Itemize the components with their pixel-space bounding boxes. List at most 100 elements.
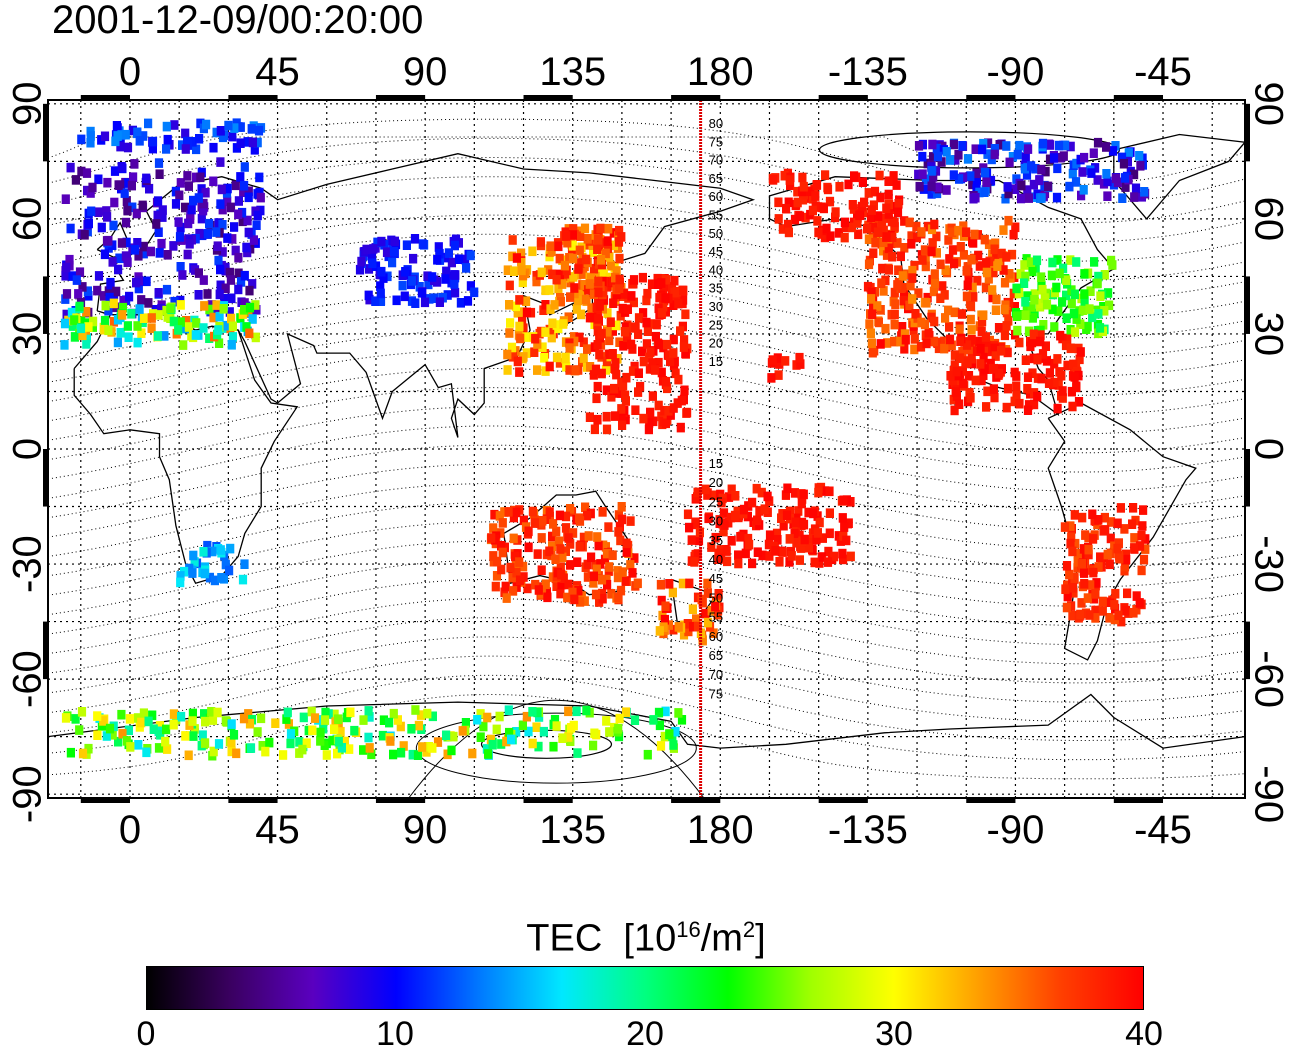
tec-cell	[242, 242, 251, 253]
tec-cell	[422, 747, 431, 757]
colorbar-label: TEC	[526, 917, 603, 960]
tec-cell	[61, 294, 70, 304]
tec-cell	[548, 541, 557, 551]
tec-cell	[1024, 144, 1033, 154]
tec-cell	[576, 231, 585, 241]
tec-cell	[723, 556, 732, 567]
tec-cell	[555, 358, 564, 368]
tec-cell	[512, 507, 521, 518]
right-axis-label: -90	[1246, 765, 1290, 823]
mag-lat-label-south: 20	[709, 475, 723, 490]
tec-cell	[203, 540, 212, 551]
tec-cell	[66, 747, 75, 758]
tec-cell	[382, 247, 392, 257]
tec-world-map: 8075706560555045403530252015152025303540…	[6, 50, 1291, 852]
tec-cell	[234, 209, 243, 220]
tec-cell	[771, 546, 780, 556]
tec-cell	[219, 304, 228, 314]
tec-cell	[231, 245, 240, 256]
tec-cell	[679, 285, 688, 296]
tec-cell	[149, 724, 158, 734]
tec-cell	[548, 531, 557, 542]
tec-cell	[1139, 554, 1149, 565]
tec-cell	[605, 335, 614, 346]
tec-cell	[1103, 549, 1112, 560]
mag-lat-label-north: 70	[709, 153, 723, 168]
tec-cell	[534, 585, 543, 595]
tec-cell	[550, 300, 559, 310]
tec-cell	[516, 333, 525, 344]
tec-cell	[169, 709, 178, 719]
tec-cell	[918, 151, 927, 162]
tec-cell	[187, 331, 196, 341]
tec-cell	[662, 275, 671, 285]
tec-cell	[537, 533, 546, 543]
tec-cell	[1140, 187, 1149, 197]
tec-cell	[669, 348, 678, 358]
tec-cell	[117, 238, 126, 248]
tec-cell	[994, 323, 1004, 333]
tec-cell	[137, 717, 146, 728]
tec-cell	[538, 516, 547, 526]
tec-cell	[946, 155, 955, 165]
tec-cell	[674, 374, 683, 385]
tec-cell	[869, 200, 878, 210]
tec-cell	[893, 280, 902, 290]
tec-cell	[279, 750, 288, 760]
tec-cell	[1010, 302, 1019, 312]
tec-cell	[227, 340, 236, 350]
tec-cell	[546, 241, 555, 251]
tec-cell	[982, 340, 991, 351]
tec-cell	[602, 574, 611, 585]
tec-cell	[441, 274, 450, 284]
tec-cell	[517, 257, 526, 268]
tec-cell	[1071, 177, 1081, 187]
tec-cell	[727, 484, 736, 495]
tec-cell	[214, 739, 224, 749]
tec-cell	[955, 353, 964, 363]
tec-cell	[519, 352, 528, 362]
tec-cell	[878, 263, 887, 274]
tec-cell	[1045, 368, 1054, 378]
tec-cell	[183, 249, 192, 260]
tec-cell	[423, 708, 432, 719]
tec-cell	[569, 224, 578, 234]
tec-cell	[980, 187, 989, 197]
magnetic-contour	[47, 598, 1246, 684]
tec-cell	[170, 120, 179, 130]
tec-cell	[989, 363, 998, 374]
tec-cell	[617, 232, 626, 242]
tec-cell	[99, 716, 108, 726]
tec-cell	[119, 296, 128, 306]
tec-cell	[534, 741, 543, 752]
tec-cell	[163, 250, 172, 260]
tec-cell	[575, 245, 584, 256]
tec-cell	[573, 748, 582, 758]
tec-cell	[330, 709, 339, 720]
tec-cell	[541, 300, 550, 310]
tec-cell	[583, 344, 592, 354]
tec-cell	[1124, 148, 1133, 158]
tec-cell	[651, 331, 660, 342]
tec-cell	[298, 744, 307, 755]
tec-cell	[995, 140, 1004, 150]
tec-cell	[1114, 610, 1123, 621]
tec-cell	[1072, 257, 1081, 267]
magnetic-latitude-labels: 8075706560555045403530252015152025303540…	[709, 116, 723, 701]
tec-cell	[649, 416, 658, 427]
tec-cell	[707, 542, 716, 552]
tec-cell	[622, 707, 631, 717]
tec-cell	[992, 294, 1001, 305]
tec-cell	[515, 295, 524, 305]
tec-cell	[62, 262, 71, 273]
tec-cell	[1048, 257, 1057, 268]
tec-cell	[774, 214, 783, 224]
tec-cell	[240, 180, 249, 191]
tec-cell	[308, 725, 317, 736]
tec-cell	[957, 309, 967, 319]
tec-cell	[133, 127, 142, 138]
tec-cell	[365, 743, 374, 753]
tec-cell	[547, 246, 556, 256]
tec-cell	[621, 390, 630, 401]
tec-cell	[367, 749, 376, 760]
